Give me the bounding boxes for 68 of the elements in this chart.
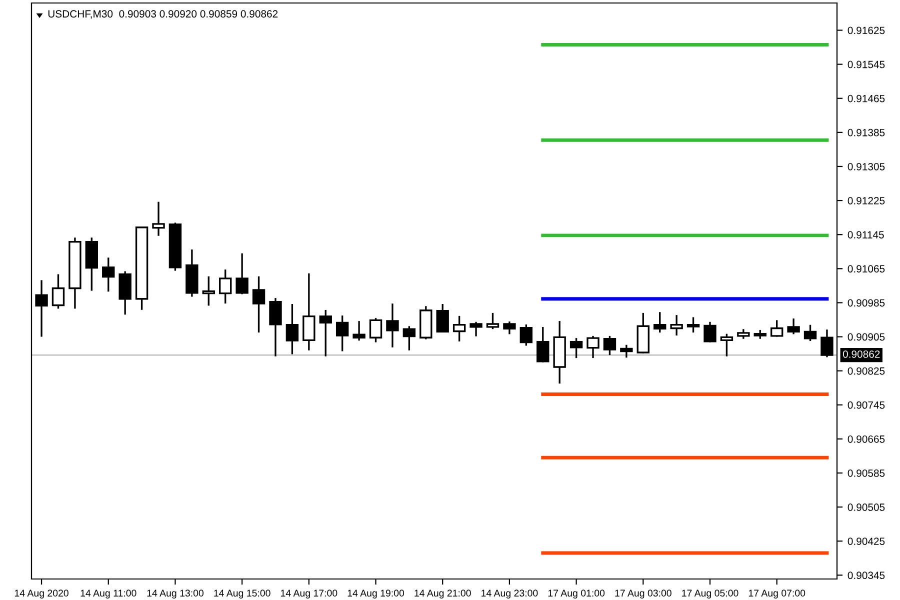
candlestick [352,321,366,341]
candlestick [286,304,299,354]
candlestick [486,312,500,330]
x-tick-label: 17 Aug 01:00 [548,590,605,598]
y-tick-label: 0.90585 [848,469,885,477]
candlestick [586,336,600,358]
x-tick-label: 14 Aug 23:00 [482,590,538,598]
x-tick-label: 17 Aug 05:00 [682,590,738,598]
candlestick [804,324,817,342]
candlestick [670,315,683,336]
candlestick [436,304,449,332]
candlestick [686,317,700,332]
y-tick-label: 0.90505 [848,504,885,511]
candlestick [319,310,332,356]
y-tick-label: 0.91305 [848,162,885,170]
candlestick [202,276,215,306]
x-tick-label: 14 Aug 11:00 [80,590,136,598]
candlestick [252,276,266,332]
y-tick-label: 0.90905 [848,333,885,341]
ref-line-label: 0.90862 [842,350,880,358]
y-tick-label: 0.91145 [848,231,884,238]
x-tick-label: 14 Aug 19:00 [348,590,404,598]
x-tick-label: 14 Aug 15:00 [214,590,270,598]
candlestick [336,315,349,352]
y-tick-label: 0.91545 [848,60,885,68]
candlestick [102,258,115,292]
y-tick-label: 0.91465 [848,94,885,102]
x-tick-label: 17 Aug 07:00 [748,590,806,598]
candlestick [654,312,666,332]
candlestick [470,322,482,336]
candlestick [520,324,533,346]
candlestick [35,280,48,337]
candlestick [787,318,800,334]
y-tick-label: 0.91385 [848,128,885,136]
candlestick [152,202,165,236]
y-tick-label: 0.91625 [848,26,885,34]
candlestick [770,320,784,337]
text: USDCHF,M30 0.90903 0.90920 0.90859 0.90862 [48,10,278,19]
x-tick-label: 14 Aug 2020 [14,590,68,598]
x-tick-label: 14 Aug 17:00 [281,590,338,598]
x-tick-label: 14 Aug 13:00 [147,590,204,598]
candlestick [720,334,734,356]
x-tick-label: 17 Aug 03:00 [615,590,672,598]
candlestick [402,326,416,350]
x-tick-label: 14 Aug 21:00 [414,590,471,598]
y-tick-label: 0.90665 [848,435,885,443]
y-tick-label: 0.90345 [848,572,885,580]
candlestick [820,330,834,358]
candlestick [219,270,232,304]
y-tick-label: 0.90985 [848,299,885,307]
candlestick [302,273,316,350]
candlestick [52,274,65,309]
candlestick [269,298,282,356]
candlestick [503,321,516,334]
y-tick-label: 0.91225 [848,197,885,204]
y-tick-label: 0.90825 [848,367,885,375]
y-tick-label: 0.90425 [848,538,885,545]
candlestick [536,326,550,362]
y-tick-label: 0.90745 [848,401,885,409]
candlestick [603,336,616,356]
candlestick [570,338,583,358]
y-tick-label: 0.91065 [848,265,885,273]
candlestick [704,322,716,342]
candlestick [386,304,399,348]
candlestick [236,253,248,294]
candlestick [452,316,466,342]
candlestick [369,318,382,342]
candlestick [620,344,633,358]
